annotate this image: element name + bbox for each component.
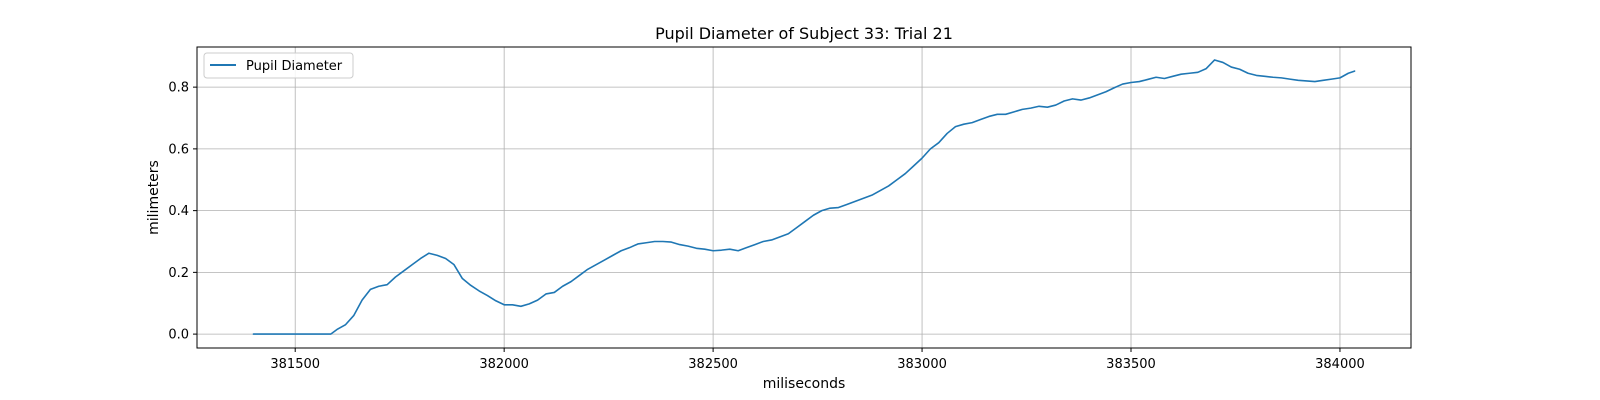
legend-label: Pupil Diameter — [246, 59, 343, 74]
axes-frame — [196, 46, 1412, 349]
y-axis-label: milimeters — [146, 160, 162, 235]
x-tick-label: 382000 — [479, 357, 529, 372]
x-tick-label: 384000 — [1315, 357, 1365, 372]
legend: Pupil Diameter — [203, 52, 354, 79]
y-tick-label: 0.8 — [168, 81, 189, 96]
x-tick-label: 383500 — [1106, 357, 1156, 372]
y-tick-label: 0.4 — [168, 204, 189, 219]
ticks: 381500 382000 382500 383000 383500 384000 0.0 0… — [168, 81, 1364, 372]
series — [252, 59, 1356, 335]
x-tick-label: 383000 — [897, 357, 947, 372]
x-axis-label: miliseconds — [763, 376, 846, 392]
chart-title: Pupil Diameter of Subject 33: Trial 21 — [655, 24, 953, 43]
y-tick-label: 0.0 — [168, 328, 189, 343]
x-tick-label: 382500 — [688, 357, 738, 372]
y-tick-label: 0.6 — [168, 142, 189, 157]
gridlines — [197, 47, 1411, 348]
series-line-pupil-diameter — [252, 59, 1356, 335]
legend-box — [203, 52, 354, 79]
x-tick-label: 381500 — [270, 357, 320, 372]
y-tick-label: 0.2 — [168, 266, 189, 281]
